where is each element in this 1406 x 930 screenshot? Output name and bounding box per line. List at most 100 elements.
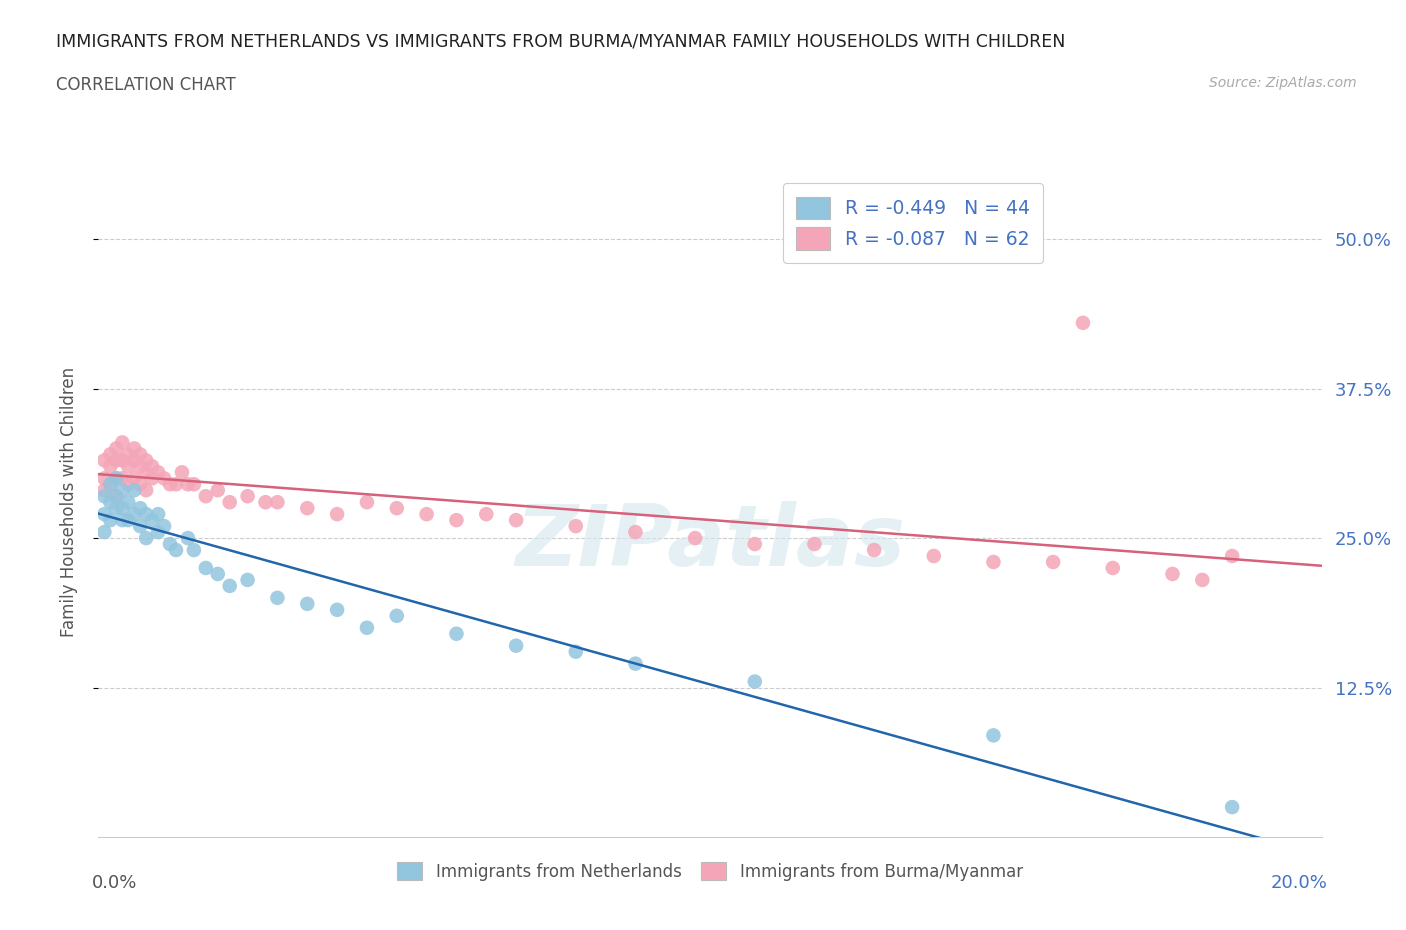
Point: [122, 483, 145, 498]
Point: [385, 608, 408, 623]
Point: [446, 512, 468, 527]
Point: [218, 578, 240, 593]
Point: [129, 519, 152, 534]
Point: [159, 537, 181, 551]
Point: [122, 471, 145, 485]
Point: [744, 674, 766, 689]
Point: [111, 483, 134, 498]
Point: [183, 477, 205, 492]
Point: [218, 495, 240, 510]
Point: [565, 644, 588, 659]
Point: [98, 512, 121, 527]
Point: [105, 471, 128, 485]
Point: [1042, 554, 1064, 569]
Point: [122, 507, 145, 522]
Text: ZIPatlas: ZIPatlas: [515, 501, 905, 584]
Point: [117, 447, 139, 462]
Point: [356, 620, 378, 635]
Point: [983, 728, 1005, 743]
Point: [165, 542, 187, 557]
Point: [446, 626, 468, 641]
Point: [177, 531, 200, 546]
Point: [505, 512, 527, 527]
Point: [183, 542, 205, 557]
Point: [93, 471, 115, 485]
Point: [117, 512, 139, 527]
Point: [1191, 573, 1213, 588]
Point: [111, 512, 134, 527]
Point: [135, 453, 157, 468]
Point: [177, 477, 200, 492]
Point: [98, 495, 121, 510]
Point: [105, 453, 128, 468]
Point: [117, 458, 139, 473]
Point: [1071, 315, 1094, 330]
Point: [475, 507, 498, 522]
Point: [624, 525, 647, 539]
Point: [129, 477, 152, 492]
Text: Source: ZipAtlas.com: Source: ZipAtlas.com: [1209, 76, 1357, 90]
Point: [93, 525, 115, 539]
Point: [122, 453, 145, 468]
Point: [146, 465, 169, 480]
Point: [803, 537, 825, 551]
Point: [129, 458, 152, 473]
Point: [105, 471, 128, 485]
Point: [111, 453, 134, 468]
Point: [194, 561, 217, 576]
Point: [98, 458, 121, 473]
Point: [98, 477, 121, 492]
Point: [1220, 549, 1243, 564]
Point: [254, 495, 277, 510]
Point: [266, 495, 288, 510]
Point: [105, 489, 128, 504]
Point: [415, 507, 437, 522]
Point: [565, 519, 588, 534]
Point: [236, 573, 259, 588]
Point: [744, 537, 766, 551]
Point: [93, 489, 115, 504]
Point: [117, 495, 139, 510]
Point: [297, 596, 319, 611]
Point: [93, 507, 115, 522]
Y-axis label: Family Households with Children: Family Households with Children: [59, 367, 77, 637]
Point: [135, 465, 157, 480]
Point: [135, 507, 157, 522]
Point: [207, 483, 229, 498]
Point: [1161, 566, 1184, 581]
Point: [356, 495, 378, 510]
Point: [922, 549, 945, 564]
Point: [111, 500, 134, 515]
Point: [1101, 561, 1123, 576]
Point: [983, 554, 1005, 569]
Point: [122, 441, 145, 456]
Point: [141, 471, 163, 485]
Point: [624, 657, 647, 671]
Point: [146, 507, 169, 522]
Point: [98, 477, 121, 492]
Point: [117, 477, 139, 492]
Point: [505, 638, 527, 653]
Point: [129, 500, 152, 515]
Point: [683, 531, 706, 546]
Point: [236, 489, 259, 504]
Point: [141, 512, 163, 527]
Legend: Immigrants from Netherlands, Immigrants from Burma/Myanmar: Immigrants from Netherlands, Immigrants …: [389, 854, 1031, 889]
Point: [135, 483, 157, 498]
Point: [297, 500, 319, 515]
Text: 20.0%: 20.0%: [1271, 874, 1327, 892]
Point: [141, 458, 163, 473]
Point: [111, 435, 134, 450]
Point: [105, 500, 128, 515]
Point: [165, 477, 187, 492]
Point: [146, 525, 169, 539]
Point: [326, 603, 349, 618]
Point: [129, 447, 152, 462]
Point: [863, 542, 886, 557]
Point: [111, 471, 134, 485]
Point: [385, 500, 408, 515]
Point: [1220, 800, 1243, 815]
Point: [207, 566, 229, 581]
Point: [98, 447, 121, 462]
Text: CORRELATION CHART: CORRELATION CHART: [56, 76, 236, 94]
